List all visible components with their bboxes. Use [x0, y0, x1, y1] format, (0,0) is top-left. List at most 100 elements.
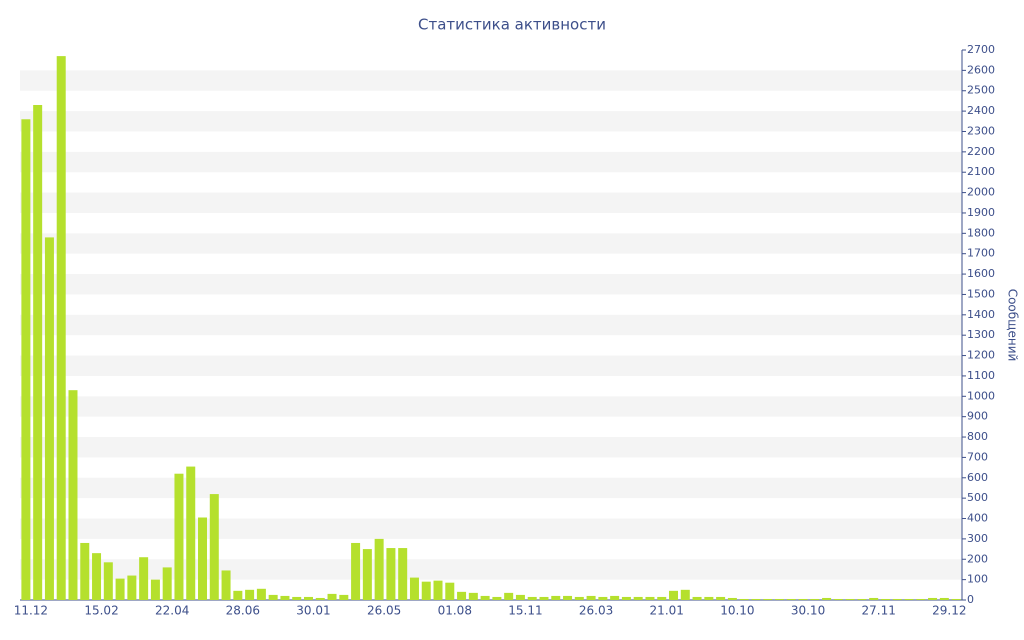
y-tick-label: 500: [967, 491, 988, 504]
y-tick-label: 1300: [967, 328, 995, 341]
x-tick-label: 01.08: [438, 604, 472, 618]
bar: [233, 590, 243, 600]
bar: [527, 596, 537, 600]
bar: [445, 582, 455, 600]
bar: [103, 562, 113, 600]
y-tick-label: 2700: [967, 43, 995, 56]
bar: [245, 589, 255, 600]
y-tick-label: 1000: [967, 389, 995, 402]
x-tick-label: 21.01: [650, 604, 684, 618]
bar: [115, 578, 125, 600]
bar: [633, 596, 643, 600]
bar: [951, 598, 961, 600]
bar: [845, 598, 855, 600]
y-tick-label: 1400: [967, 308, 995, 321]
bar: [150, 579, 160, 600]
grid-band: [20, 192, 962, 213]
x-tick-label: 28.06: [226, 604, 260, 618]
bar: [574, 596, 584, 600]
bar: [504, 592, 514, 600]
x-tick-label: 22.04: [155, 604, 189, 618]
x-tick-label: 26.03: [579, 604, 613, 618]
bar: [339, 594, 349, 600]
bar: [621, 596, 631, 600]
bar: [174, 473, 184, 600]
y-tick-label: 900: [967, 410, 988, 423]
bar: [280, 595, 290, 600]
y-tick-label: 700: [967, 450, 988, 463]
bar: [916, 598, 926, 600]
bar: [92, 553, 102, 600]
bar: [139, 557, 149, 600]
x-tick-label: 30.01: [296, 604, 330, 618]
bar: [539, 596, 549, 600]
bar: [33, 105, 43, 600]
bar: [751, 598, 761, 600]
bar: [292, 596, 302, 600]
grid-band: [20, 111, 962, 132]
grid-band: [20, 151, 962, 173]
chart-title: Статистика активности: [418, 16, 606, 34]
bar: [480, 595, 490, 600]
x-tick-label: 11.12: [14, 604, 48, 618]
y-tick-label: 1800: [967, 226, 995, 239]
y-tick-label: 2000: [967, 186, 995, 199]
grid-band: [20, 355, 962, 376]
bar: [186, 466, 196, 600]
bar: [763, 598, 773, 600]
y-tick-label: 2400: [967, 104, 995, 117]
bar: [398, 548, 408, 600]
bar: [939, 597, 949, 600]
y-tick-label: 2200: [967, 145, 995, 158]
bar: [822, 597, 832, 600]
bar: [833, 598, 843, 600]
bar: [774, 598, 784, 600]
bar: [692, 596, 702, 600]
bar: [857, 598, 867, 600]
bar: [21, 119, 31, 600]
bar: [327, 593, 337, 600]
grid-band: [20, 274, 962, 295]
bar: [739, 598, 749, 600]
bar: [80, 542, 90, 600]
bar: [468, 592, 478, 600]
y-tick-label: 0: [967, 593, 974, 606]
y-tick-label: 2100: [967, 165, 995, 178]
x-tick-label: 27.11: [862, 604, 896, 618]
x-tick-label: 10.10: [720, 604, 754, 618]
bar: [209, 494, 219, 600]
bar: [351, 542, 361, 600]
bar: [680, 589, 690, 600]
x-tick-label: 30.10: [791, 604, 825, 618]
bar: [563, 595, 573, 600]
bar: [303, 596, 313, 600]
grid-band: [20, 477, 962, 499]
grid-band: [20, 233, 962, 254]
y-tick-label: 1900: [967, 206, 995, 219]
bar: [409, 577, 419, 600]
bar: [374, 538, 384, 600]
y-tick-label: 300: [967, 532, 988, 545]
y-tick-label: 1100: [967, 369, 995, 382]
grid-band: [20, 559, 962, 580]
y-tick-label: 200: [967, 552, 988, 565]
bar: [928, 597, 938, 600]
bar: [268, 594, 278, 600]
bar: [433, 580, 443, 600]
bar: [256, 588, 266, 600]
bar: [716, 596, 726, 600]
bar: [198, 517, 208, 600]
bar: [786, 598, 796, 600]
bar: [315, 597, 325, 600]
grid-band: [20, 518, 962, 539]
bar: [386, 548, 396, 600]
y-tick-label: 1600: [967, 267, 995, 280]
bar: [362, 549, 372, 600]
y-tick-label: 100: [967, 573, 988, 586]
bar: [421, 581, 431, 600]
bar: [645, 596, 655, 600]
bar: [586, 595, 596, 600]
bar: [492, 596, 502, 600]
bar: [704, 596, 714, 600]
